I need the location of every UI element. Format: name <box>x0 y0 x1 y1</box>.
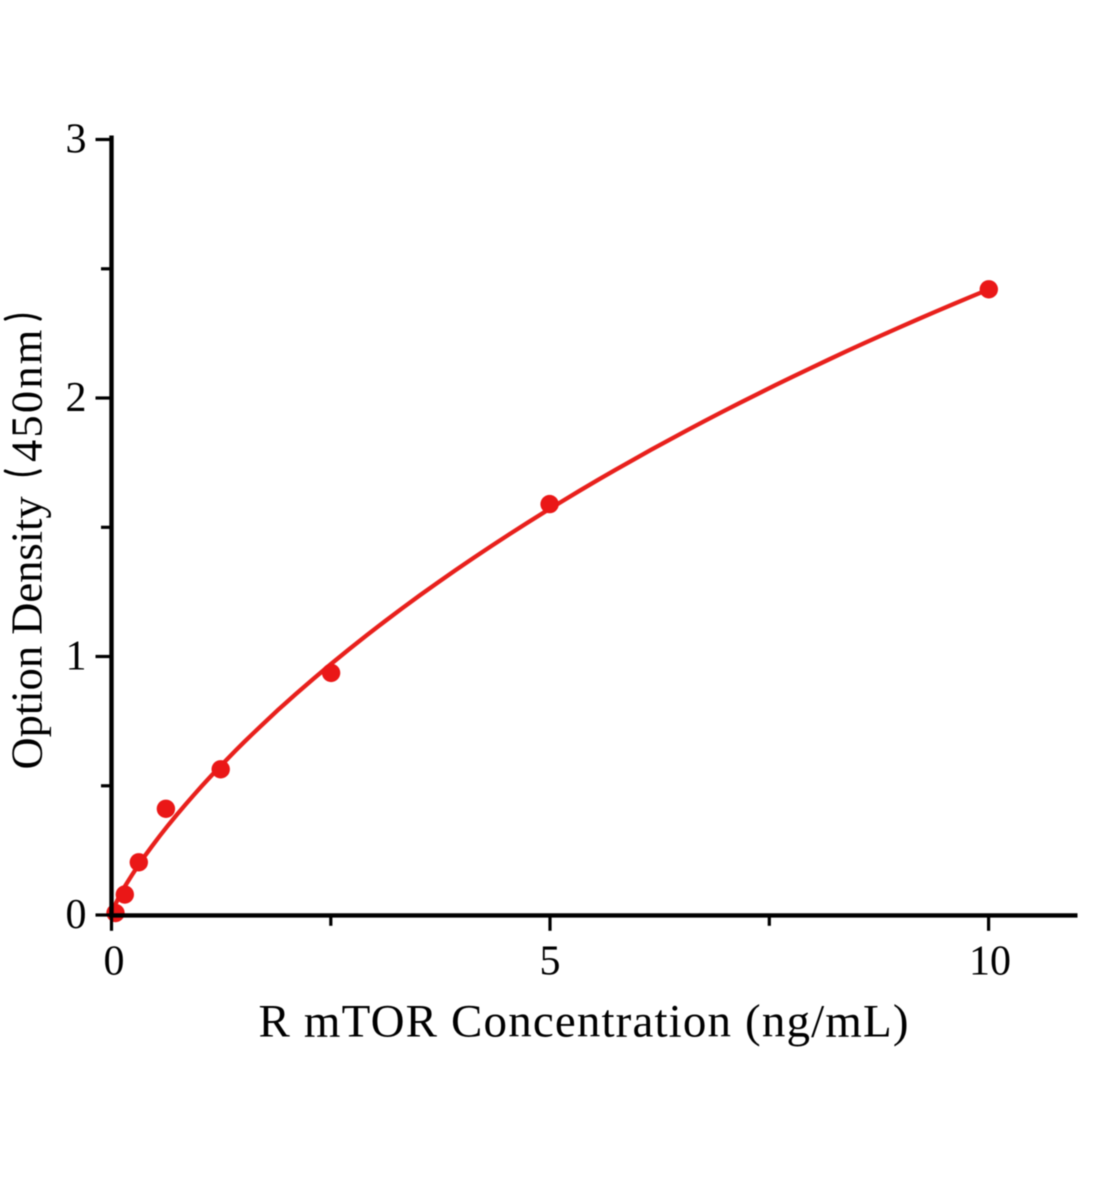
svg-text:2: 2 <box>66 375 87 421</box>
svg-text:Option Density: Option Density <box>1 496 51 770</box>
svg-text:5: 5 <box>540 939 561 985</box>
svg-text:450nm: 450nm <box>1 330 51 462</box>
svg-text:0: 0 <box>66 892 87 938</box>
svg-text:0: 0 <box>104 939 125 985</box>
svg-text:10: 10 <box>969 939 1011 985</box>
svg-text:3: 3 <box>66 117 87 163</box>
svg-text:1: 1 <box>66 634 87 680</box>
svg-text:R mTOR Concentration (ng/mL): R mTOR Concentration (ng/mL) <box>259 996 909 1048</box>
